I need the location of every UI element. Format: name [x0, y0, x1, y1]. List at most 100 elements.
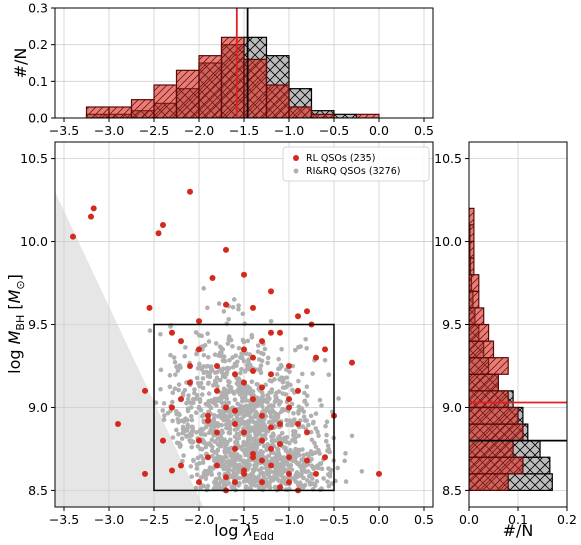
scatter-point-rq	[193, 410, 199, 415]
scatter-point-rq	[319, 403, 324, 408]
scatter-point-rq	[267, 475, 273, 480]
scatter-point-rq	[176, 441, 181, 446]
scatter-point-rq	[161, 401, 167, 406]
scatter-point-rq	[194, 472, 200, 478]
scatter-point-rq	[264, 480, 270, 485]
scatter-point-rq	[217, 344, 223, 349]
scatter-point-rl	[187, 188, 193, 195]
scatter-point-rq	[207, 430, 212, 436]
scatter-point-rq	[206, 422, 211, 428]
scatter-point-rq	[224, 371, 229, 377]
scatter-point-rq	[302, 482, 308, 488]
scatter-point-rq	[207, 469, 212, 474]
scatter-point-rl	[268, 424, 274, 431]
scatter-point-rq	[210, 383, 216, 388]
top-histogram-panel: −3.5 −3.0 −2.5 −2.0 −1.5 −1.0 −0.5 0.0 0.5 0.0 0.1…	[11, 1, 434, 139]
scatter-point-rq	[219, 415, 224, 421]
scatter-point-rl	[160, 221, 166, 228]
scatter-point-rq	[186, 393, 191, 398]
right-bar-rl-hatch	[469, 456, 524, 475]
scatter-point-rq	[263, 432, 268, 437]
scatter-point-rq	[225, 469, 231, 475]
scatter-point-rq	[255, 441, 260, 446]
scatter-point-rq	[308, 413, 314, 419]
scatter-point-rq	[226, 400, 232, 406]
scatter-point-rq	[294, 448, 300, 454]
scatter-point-rl	[205, 417, 211, 424]
scatter-point-rq	[309, 463, 315, 469]
scatter-point-rl	[241, 467, 247, 474]
scatter-point-rl	[286, 479, 292, 486]
scatter-point-rq	[194, 375, 200, 381]
scatter-point-rq	[307, 480, 313, 485]
top-x-tick-label: −3.0	[94, 123, 124, 138]
scatter-point-rl	[304, 429, 310, 436]
scatter-point-rq	[270, 456, 275, 462]
main-y-tick-label: 10.5	[20, 151, 48, 166]
scatter-point-rl	[223, 301, 229, 308]
main-x-axis-label: log λEdd	[214, 521, 274, 543]
scatter-point-rq	[309, 437, 315, 443]
scatter-point-rq	[349, 433, 355, 439]
scatter-point-rl	[178, 396, 184, 403]
scatter-point-rq	[313, 444, 319, 450]
scatter-point-rq	[172, 386, 178, 391]
scatter-point-rq	[287, 440, 292, 446]
scatter-point-rq	[300, 424, 306, 429]
scatter-point-rq	[249, 379, 255, 385]
scatter-point-rq	[336, 396, 341, 401]
scatter-point-rl	[286, 470, 292, 477]
scatter-point-rq	[205, 331, 210, 336]
scatter-point-rq	[325, 443, 331, 449]
scatter-point-rq	[201, 286, 206, 291]
scatter-point-rl	[223, 404, 229, 411]
top-bar-rl-hatch	[85, 106, 110, 118]
scatter-point-rq	[173, 372, 178, 377]
scatter-point-rq	[295, 482, 301, 488]
scatter-point-rq	[185, 397, 191, 402]
right-bar-rl-hatch	[469, 307, 485, 326]
scatter-point-rl	[178, 338, 184, 345]
scatter-point-rq	[319, 486, 324, 491]
scatter-point-rq	[325, 448, 330, 454]
scatter-point-rq	[280, 437, 286, 443]
scatter-point-rq	[204, 402, 210, 407]
scatter-point-rl	[313, 470, 319, 477]
scatter-point-rl	[205, 412, 211, 419]
scatter-point-rl	[277, 484, 283, 491]
scatter-point-rq	[273, 393, 278, 399]
scatter-point-rq	[255, 349, 261, 354]
scatter-point-rq	[335, 465, 340, 471]
scatter-point-rl	[277, 440, 283, 447]
scatter-point-rl	[277, 421, 283, 428]
scatter-point-rl	[169, 467, 175, 474]
scatter-point-rq	[174, 427, 179, 433]
scatter-point-rq	[232, 434, 238, 440]
scatter-point-rq	[197, 399, 203, 405]
scatter-point-rq	[170, 418, 175, 424]
scatter-point-rq	[199, 392, 205, 397]
scatter-point-rq	[254, 476, 260, 481]
scatter-point-rq	[265, 355, 271, 361]
top-bar-rl-hatch	[175, 69, 200, 118]
scatter-point-rq	[265, 399, 270, 405]
scatter-point-rq	[237, 475, 243, 481]
scatter-point-rq	[211, 412, 217, 418]
scatter-point-rq	[162, 413, 167, 418]
scatter-point-rl	[70, 233, 76, 240]
scatter-point-rq	[220, 358, 226, 363]
scatter-point-rq	[242, 369, 248, 374]
scatter-point-rq	[301, 414, 307, 420]
scatter-point-rq	[200, 376, 206, 381]
scatter-point-rq	[264, 455, 269, 460]
scatter-point-rq	[189, 474, 195, 479]
right-bar-rl-hatch	[469, 390, 509, 409]
legend-marker-rq	[293, 168, 299, 174]
scatter-point-rq	[236, 483, 241, 488]
scatter-point-rq	[268, 479, 273, 484]
scatter-point-rq	[200, 427, 206, 432]
scatter-point-rq	[299, 465, 305, 471]
scatter-point-rq	[252, 414, 258, 420]
scatter-point-rq	[289, 401, 295, 407]
